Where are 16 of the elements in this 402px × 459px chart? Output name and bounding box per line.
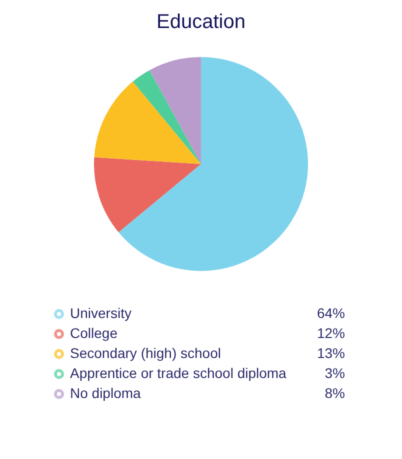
chart-title: Education: [156, 11, 246, 33]
pie-slice: [94, 82, 201, 164]
legend-label: University: [70, 305, 132, 321]
data-label: 8%: [324, 385, 345, 401]
pie-slice: [118, 57, 308, 271]
pie-slice: [149, 57, 201, 164]
pie-slice: [94, 157, 201, 232]
data-label: 3%: [324, 365, 345, 381]
legend-label: Secondary (high) school: [70, 345, 221, 361]
pie-slice: [132, 70, 201, 164]
legend-label: Apprentice or trade school diploma: [70, 365, 287, 381]
legend-label: No diploma: [70, 385, 142, 401]
data-label: 64%: [316, 305, 345, 321]
data-label: 13%: [316, 345, 345, 361]
data-label: 12%: [316, 325, 345, 341]
legend-label: College: [70, 325, 118, 341]
